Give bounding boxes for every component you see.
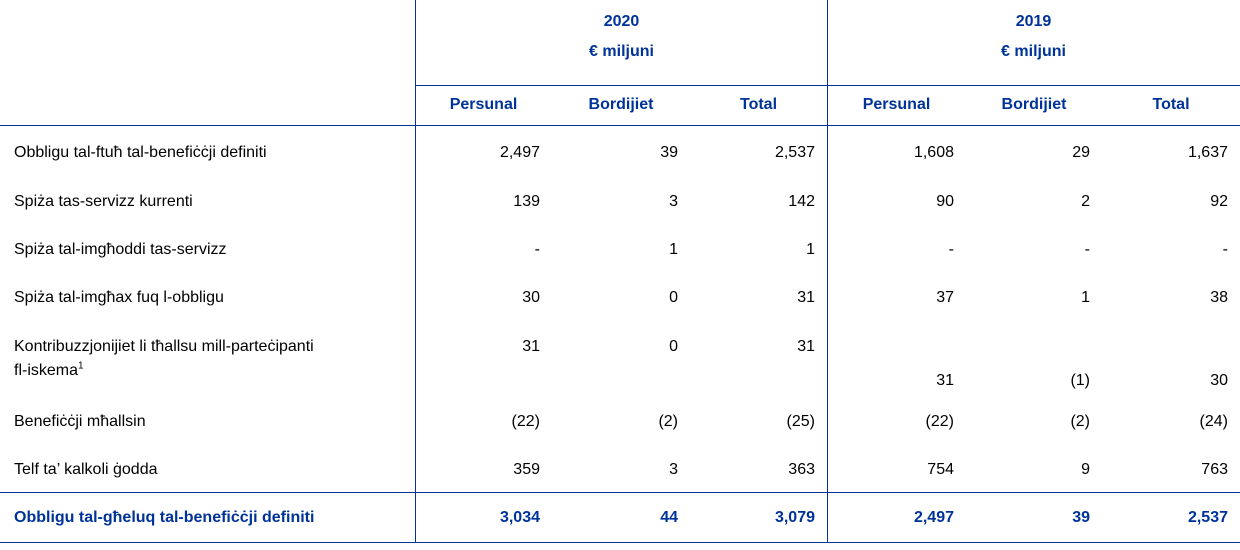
cell-value: 359 [513, 461, 540, 478]
group-unit: € miljuni [1001, 43, 1066, 60]
cell-value: (24) [1199, 413, 1228, 430]
footnote-mark: 1 [78, 360, 84, 372]
cell-value: 92 [1210, 193, 1228, 210]
cell-value: 31 [797, 338, 815, 355]
cell-value: 2 [1081, 193, 1090, 210]
total-value: 3,079 [774, 509, 815, 526]
cell-value: (2) [658, 413, 678, 430]
total-value: 3,034 [499, 509, 540, 526]
cell-value: 31 [522, 338, 540, 355]
cell-value: 139 [513, 193, 540, 210]
cell-value: 31 [797, 289, 815, 306]
cell-value: 363 [788, 461, 815, 478]
cell-value: 29 [1072, 144, 1090, 161]
cell-value: 30 [1210, 372, 1228, 389]
header-rule [0, 125, 1240, 126]
column-divider [415, 0, 416, 542]
cell-value: (22) [925, 413, 954, 430]
cell-value: 1 [806, 241, 815, 258]
column-header: Persunal [862, 96, 931, 113]
column-header: Total [1152, 96, 1190, 113]
column-divider [827, 0, 828, 542]
column-header: Bordijiet [1001, 96, 1067, 113]
total-rule [0, 492, 1240, 493]
cell-value: - [1084, 241, 1090, 258]
cell-value: 38 [1210, 289, 1228, 306]
group-unit: € miljuni [589, 43, 654, 60]
cell-value: (1) [1070, 372, 1090, 389]
cell-value: 1 [1081, 289, 1090, 306]
column-header: Bordijiet [588, 96, 654, 113]
cell-value: (25) [786, 413, 815, 430]
row-label-line: fl-iskema1 [14, 360, 84, 379]
total-value: 2,537 [1187, 509, 1228, 526]
row-label: Spiża tas-servizz kurrenti [14, 193, 193, 210]
bottom-rule [0, 542, 1240, 543]
cell-value: - [534, 241, 540, 258]
cell-value: 90 [936, 193, 954, 210]
row-label: Spiża tal-imgħoddi tas-servizz [14, 241, 227, 258]
total-label: Obbligu tal-għeluq tal-benefiċċji defini… [14, 509, 315, 526]
cell-value: 2,537 [774, 144, 815, 161]
cell-value: 754 [927, 461, 954, 478]
total-value: 2,497 [913, 509, 954, 526]
cell-value: 1 [669, 241, 678, 258]
cell-value: 2,497 [499, 144, 540, 161]
cell-value: 142 [788, 193, 815, 210]
cell-value: - [1222, 241, 1228, 258]
cell-value: (22) [511, 413, 540, 430]
cell-value: 0 [669, 289, 678, 306]
row-label: Benefiċċji mħallsin [14, 413, 146, 430]
cell-value: - [948, 241, 954, 258]
group-year: 2020 [603, 13, 640, 30]
row-label: Spiża tal-imgħax fuq l-obbligu [14, 289, 224, 306]
cell-value: 37 [936, 289, 954, 306]
cell-value: 3 [669, 193, 678, 210]
cell-value: 763 [1201, 461, 1228, 478]
row-label: Telf ta’ kalkoli ġodda [14, 461, 158, 478]
cell-value: 1,637 [1187, 144, 1228, 161]
cell-value: 0 [669, 338, 678, 355]
column-header: Total [739, 96, 778, 113]
cell-value: 39 [660, 144, 678, 161]
row-label: Kontribuzzjonijiet li tħallsu mill-parte… [14, 338, 314, 355]
column-header: Persunal [449, 96, 518, 113]
cell-value: 1,608 [913, 144, 954, 161]
cell-value: 9 [1081, 461, 1090, 478]
cell-value: (2) [1070, 413, 1090, 430]
group-year: 2019 [1015, 13, 1052, 30]
total-value: 39 [1072, 509, 1090, 526]
cell-value: 30 [522, 289, 540, 306]
row-label: Obbligu tal-ftuħ tal-benefiċċji definiti [14, 144, 267, 161]
total-value: 44 [660, 509, 678, 526]
header-rule [415, 85, 1240, 86]
cell-value: 31 [936, 372, 954, 389]
cell-value: 3 [669, 461, 678, 478]
